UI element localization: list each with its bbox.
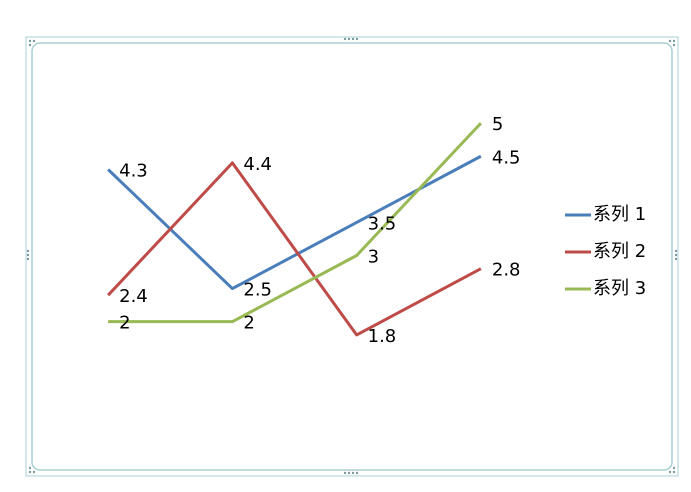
data-label: 2: [243, 313, 254, 334]
legend-label: 系列 1: [593, 204, 646, 225]
resize-handles: [26, 37, 678, 475]
data-label: 2.5: [243, 280, 272, 301]
series-line: [108, 122, 482, 324]
data-label: 2.8: [492, 260, 521, 281]
series-line: [107, 161, 482, 337]
data-label: 4.5: [492, 147, 521, 168]
data-label: 3.5: [368, 213, 397, 234]
data-label: 4.4: [243, 154, 272, 175]
data-label: 4.3: [119, 160, 148, 181]
data-label: 1.8: [368, 326, 397, 347]
data-label: 3: [368, 247, 379, 268]
legend-label: 系列 2: [593, 241, 646, 262]
chart-frame: [25, 36, 679, 477]
data-label: 5: [492, 114, 503, 135]
data-label: 2: [119, 313, 130, 334]
data-label: 2.4: [119, 286, 148, 307]
legend-label: 系列 3: [593, 278, 646, 299]
